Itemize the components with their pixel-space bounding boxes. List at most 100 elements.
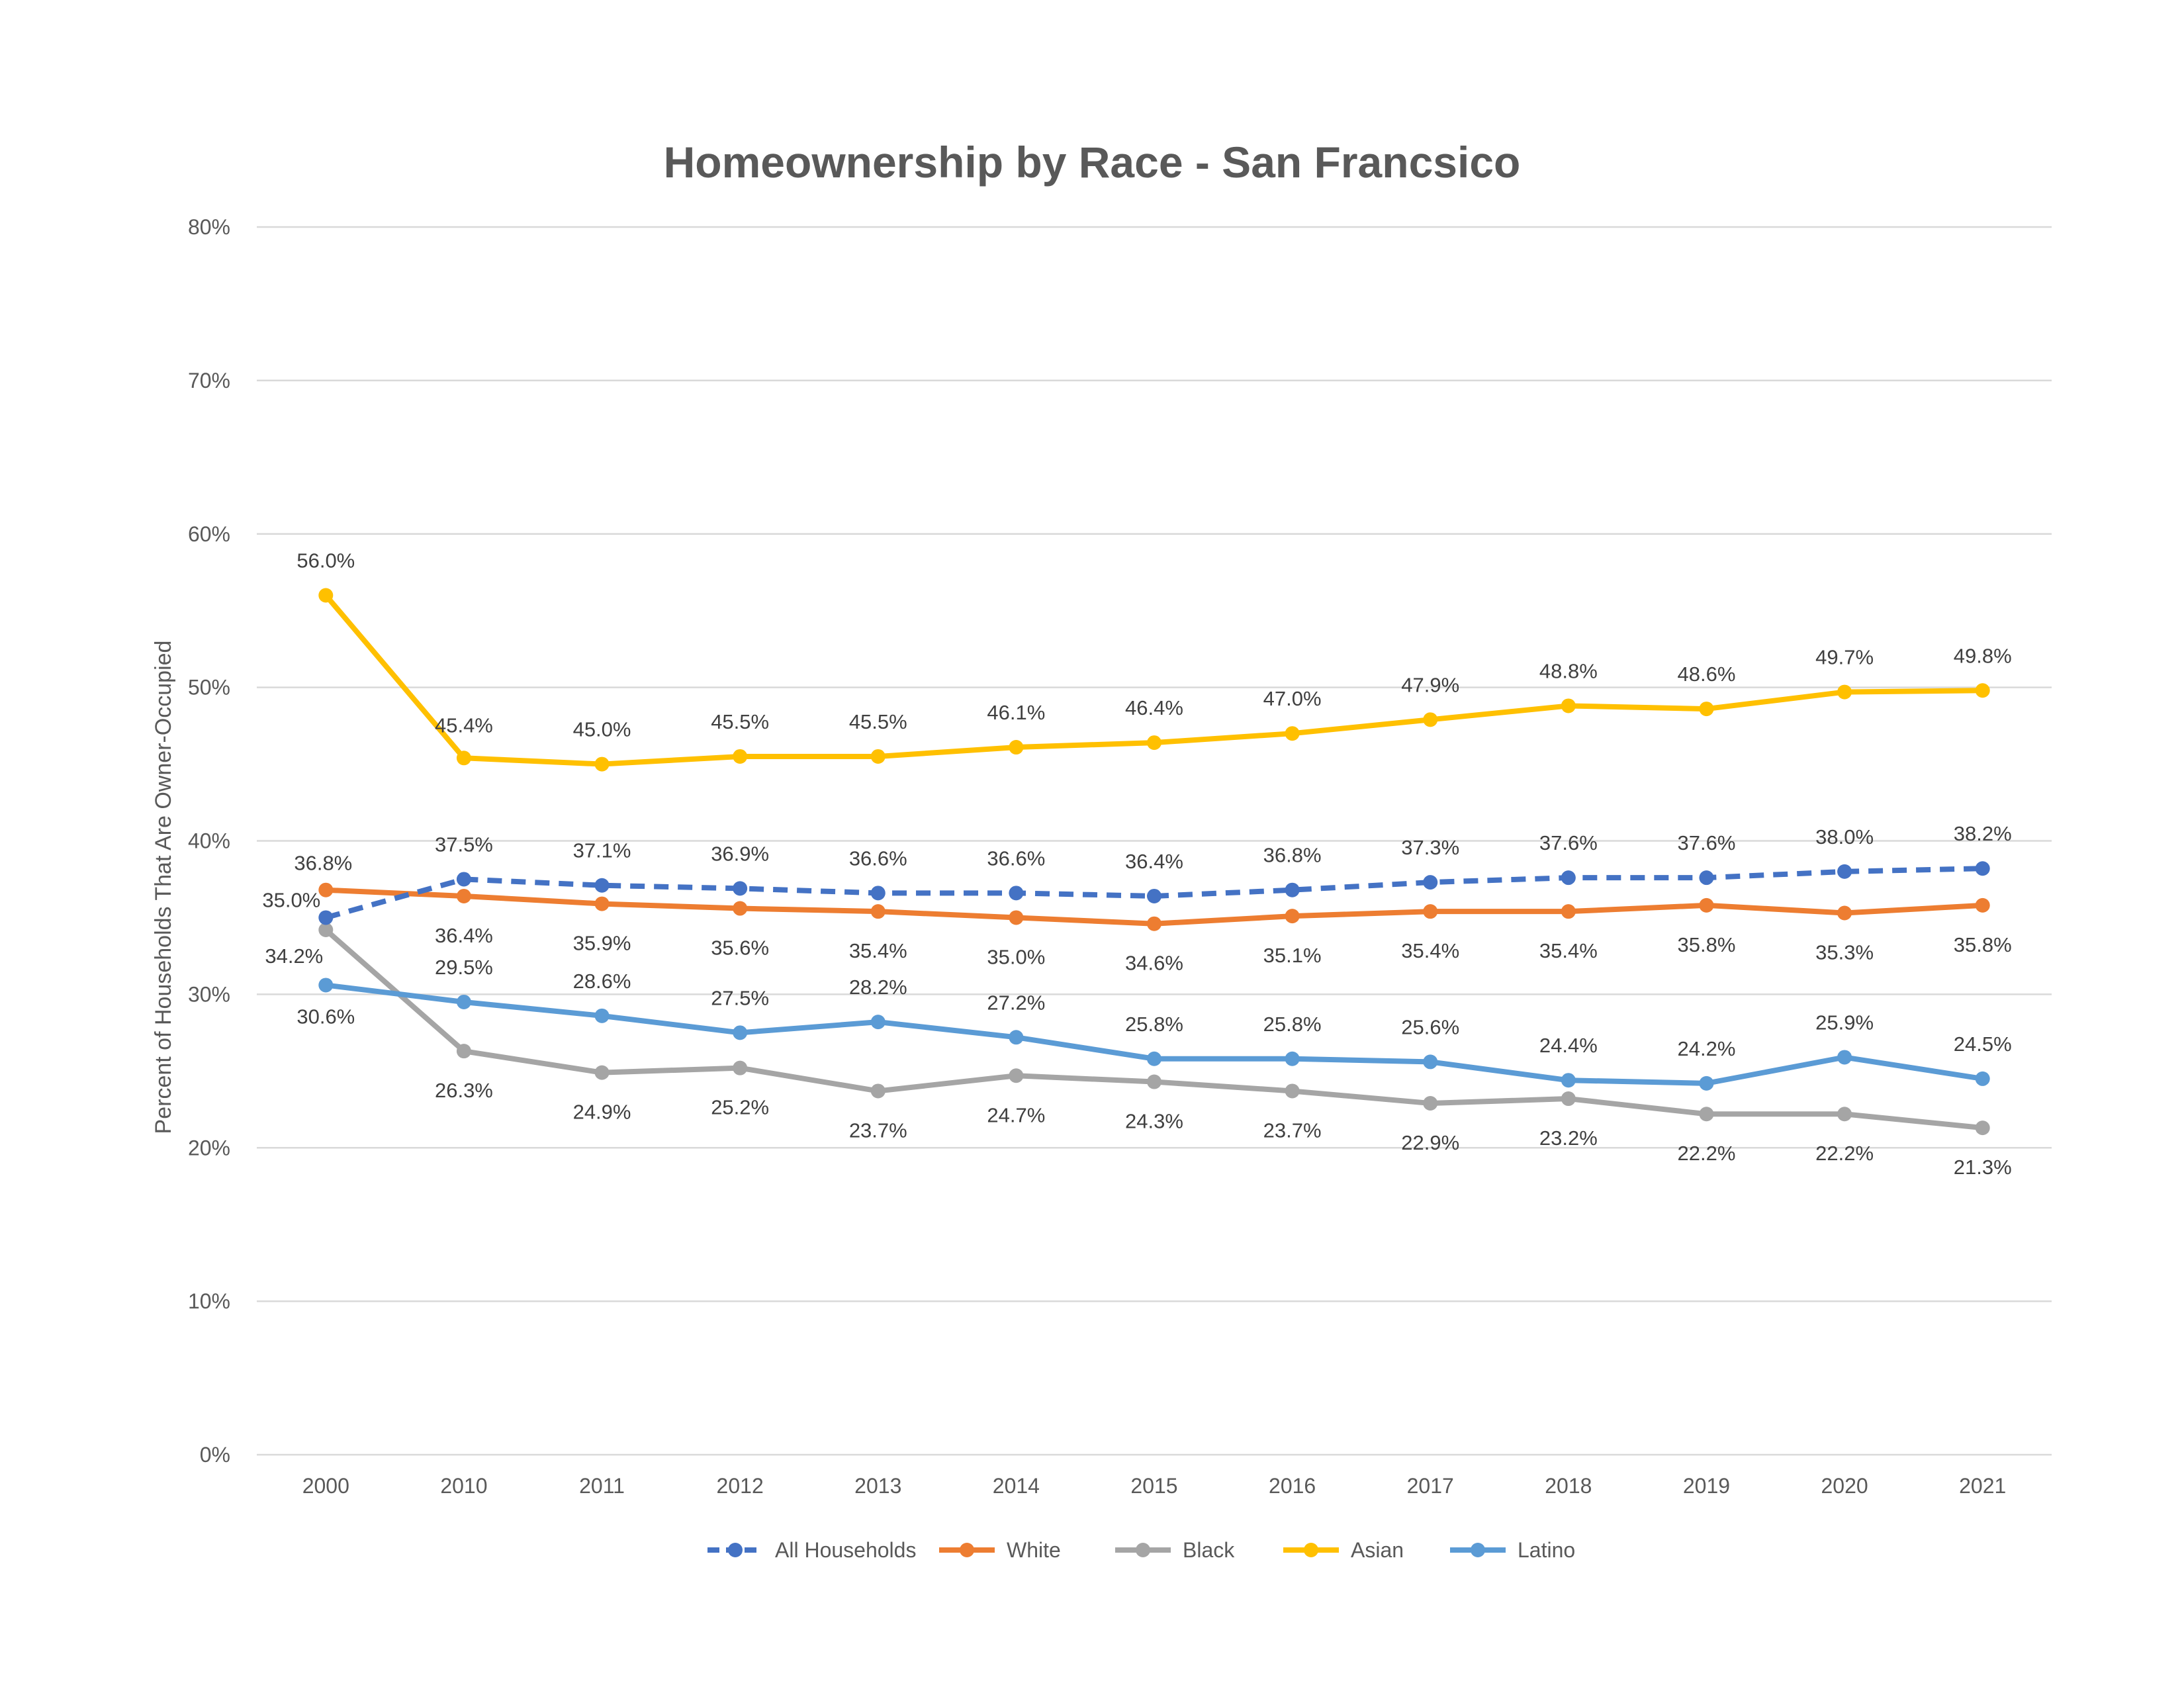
data-label: 28.2% — [849, 976, 907, 999]
data-point — [1837, 905, 1852, 921]
data-point — [1975, 1071, 1990, 1086]
x-tick-label: 2018 — [1545, 1474, 1592, 1498]
legend-item-black[interactable]: Black — [1115, 1538, 1235, 1562]
data-label: 21.3% — [1954, 1156, 2012, 1179]
data-label: 46.4% — [1125, 696, 1183, 719]
data-point — [1147, 1074, 1161, 1089]
data-label: 48.8% — [1539, 659, 1598, 682]
legend-item-asian[interactable]: Asian — [1283, 1538, 1404, 1562]
data-label: 47.0% — [1263, 687, 1322, 710]
data-label: 24.3% — [1125, 1110, 1183, 1133]
data-point — [1975, 1120, 1990, 1136]
data-label: 35.6% — [711, 937, 769, 960]
x-tick-label: 2010 — [440, 1474, 487, 1498]
data-point — [594, 896, 610, 911]
data-label: 37.3% — [1401, 836, 1459, 859]
data-point — [1147, 916, 1161, 931]
data-label: 30.6% — [296, 1005, 355, 1028]
data-point — [870, 749, 886, 764]
data-label: 23.7% — [1263, 1119, 1322, 1142]
data-point — [1561, 1073, 1576, 1088]
legend-label: Asian — [1351, 1538, 1404, 1562]
data-label: 29.5% — [435, 956, 493, 979]
series-white — [318, 882, 1990, 931]
data-label: 22.9% — [1401, 1131, 1459, 1154]
data-label: 46.1% — [987, 701, 1045, 724]
y-tick-label: 30% — [188, 982, 230, 1006]
x-tick-label: 2021 — [1959, 1474, 2006, 1498]
data-label: 47.9% — [1401, 673, 1459, 696]
y-tick-label: 10% — [188, 1289, 230, 1313]
data-point — [1009, 886, 1024, 901]
data-label: 45.5% — [849, 710, 907, 733]
data-point — [1009, 740, 1024, 755]
data-point — [1699, 1075, 1714, 1091]
data-point — [318, 978, 334, 993]
legend-marker — [1304, 1543, 1318, 1557]
data-label: 25.8% — [1263, 1013, 1322, 1036]
legend-item-latino[interactable]: Latino — [1450, 1538, 1575, 1562]
data-label: 23.7% — [849, 1119, 907, 1142]
data-label: 25.8% — [1125, 1013, 1183, 1036]
y-tick-label: 40% — [188, 829, 230, 853]
data-label: 37.6% — [1539, 831, 1598, 854]
gridlines — [257, 226, 2052, 1456]
data-label: 37.5% — [435, 833, 493, 856]
x-tick-label: 2013 — [854, 1474, 901, 1498]
data-point — [594, 1008, 610, 1023]
data-label: 34.6% — [1125, 952, 1183, 975]
x-tick-label: 2017 — [1407, 1474, 1454, 1498]
chart-title: Homeownership by Race - San Francsico — [664, 138, 1521, 187]
data-point — [1699, 1107, 1714, 1122]
data-point — [1837, 864, 1852, 879]
data-label: 49.8% — [1954, 644, 2012, 667]
data-point — [456, 888, 471, 903]
data-labels: 35.0% 37.5% 37.1% 36.9% 36.6% 36.6% 36.4% 36.8%… — [262, 549, 2011, 1179]
data-point — [318, 588, 334, 603]
data-label: 37.6% — [1678, 831, 1736, 854]
data-label: 34.2% — [265, 944, 323, 968]
data-point — [1009, 1030, 1024, 1045]
legend-item-all-households[interactable]: All Households — [707, 1538, 916, 1562]
data-point — [1423, 712, 1438, 727]
data-label: 35.1% — [1263, 944, 1322, 967]
x-tick-label: 2020 — [1821, 1474, 1868, 1498]
data-label: 35.0% — [262, 888, 320, 911]
series-lines — [318, 588, 1990, 1136]
data-point — [1423, 1096, 1438, 1111]
data-label: 36.8% — [1263, 844, 1322, 867]
legend[interactable]: All Households White Black Asian Latino — [707, 1538, 1575, 1562]
legend-label: All Households — [775, 1538, 916, 1562]
data-point — [1975, 683, 1990, 698]
data-point — [1285, 1083, 1300, 1099]
data-label: 23.2% — [1539, 1126, 1598, 1150]
data-point — [1285, 882, 1300, 897]
data-label: 45.0% — [573, 718, 631, 741]
data-point — [1699, 702, 1714, 717]
data-label: 26.3% — [435, 1079, 493, 1102]
data-point — [318, 882, 334, 897]
data-label: 35.4% — [849, 939, 907, 962]
data-point — [456, 872, 471, 887]
data-point — [456, 751, 471, 766]
y-tick-label: 20% — [188, 1136, 230, 1160]
data-label: 24.4% — [1539, 1034, 1598, 1057]
data-label: 35.4% — [1401, 939, 1459, 962]
x-tick-label: 2016 — [1269, 1474, 1316, 1498]
y-axis-ticks: 0% 10% 20% 30% 40% 50% 60% 70% 80% — [188, 215, 230, 1467]
data-label: 25.9% — [1815, 1011, 1874, 1034]
data-label: 24.5% — [1954, 1032, 2012, 1056]
y-tick-label: 80% — [188, 215, 230, 239]
data-label: 36.8% — [294, 852, 352, 875]
data-point — [1009, 910, 1024, 925]
data-point — [1561, 870, 1576, 886]
legend-marker — [960, 1543, 974, 1557]
data-point — [1837, 1107, 1852, 1122]
y-tick-label: 70% — [188, 369, 230, 392]
series-latino — [318, 978, 1990, 1091]
legend-item-white[interactable]: White — [939, 1538, 1061, 1562]
data-label: 48.6% — [1678, 663, 1736, 686]
data-point — [456, 994, 471, 1009]
